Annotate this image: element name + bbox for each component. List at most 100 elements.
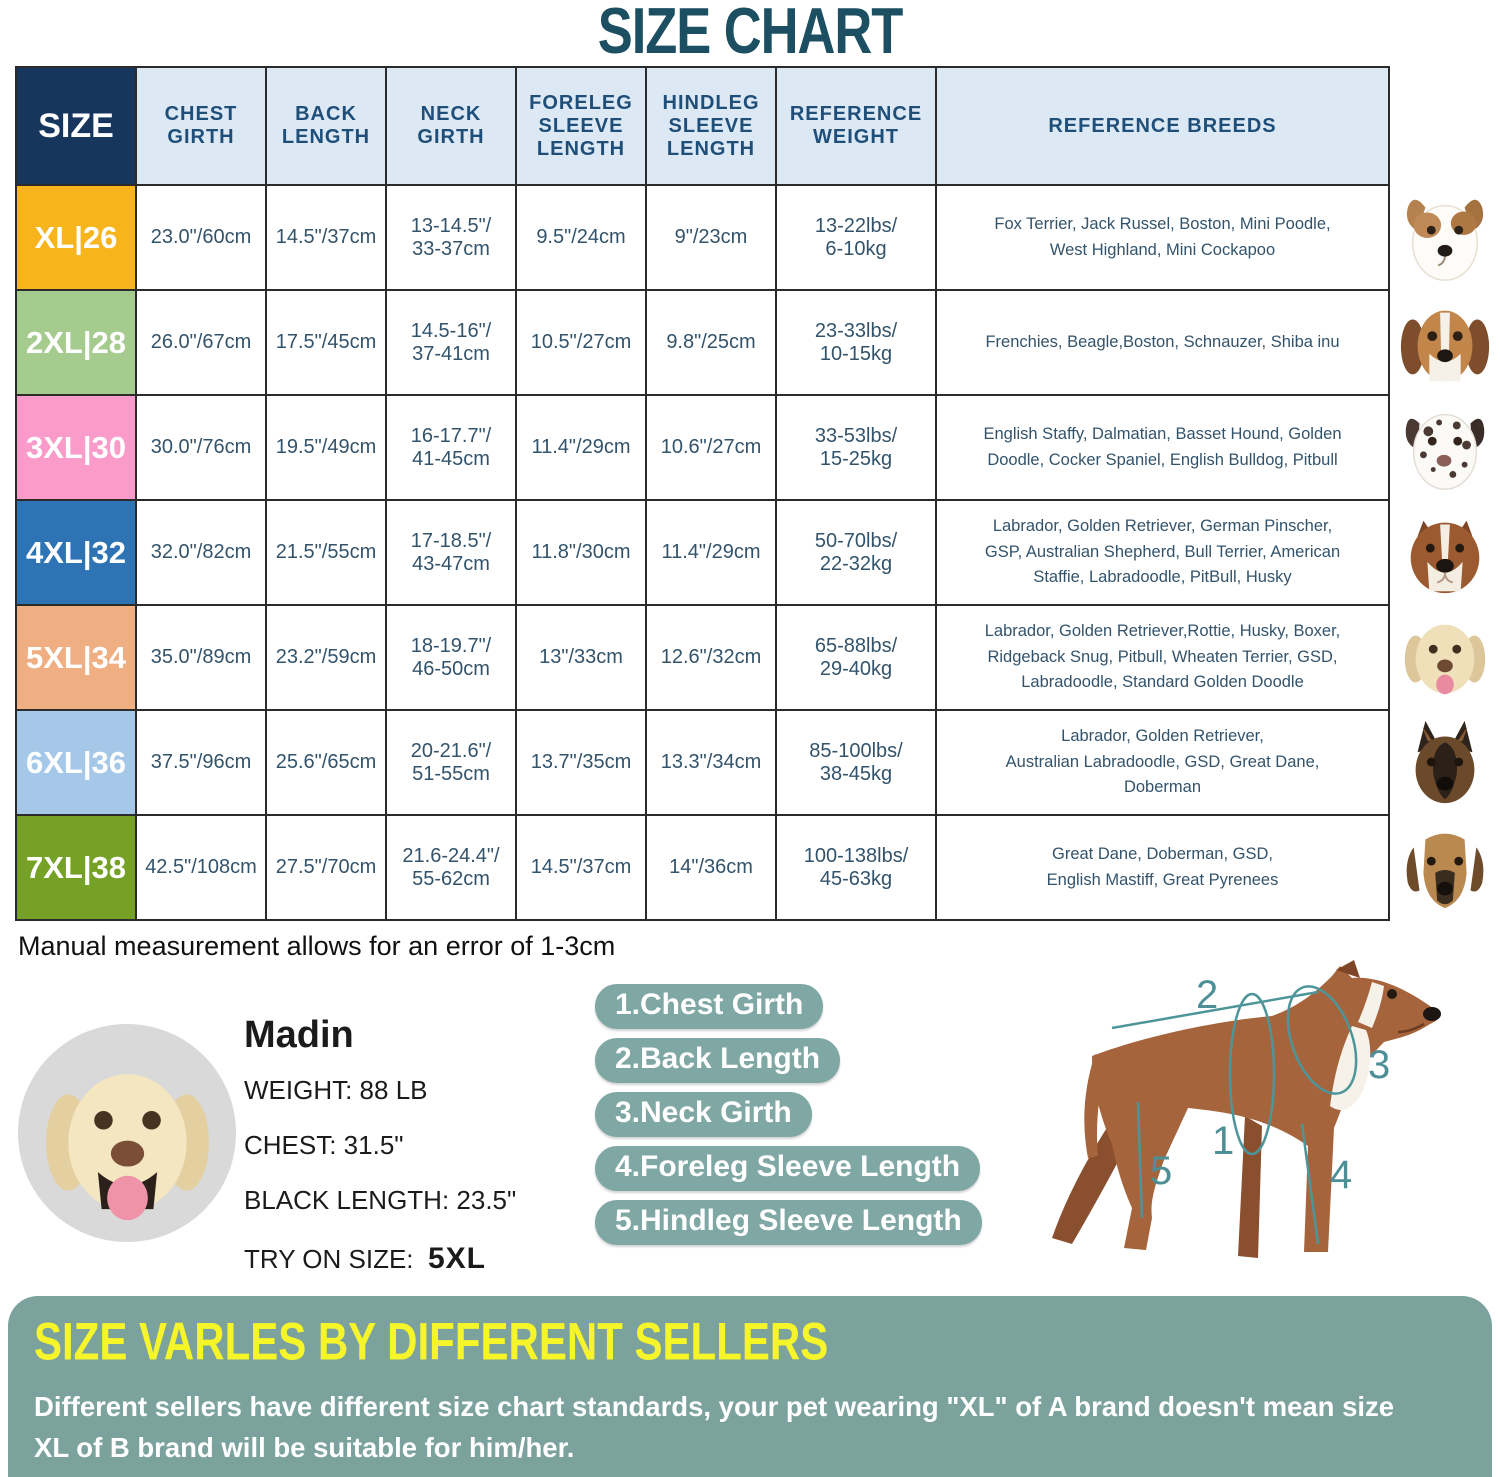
size-table-zone: SIZE CHEST GIRTH BACK LENGTH NECK GIRTH …	[15, 66, 1500, 921]
size-label: XL|26	[15, 184, 137, 291]
back-length-value: 19.5"/49cm	[265, 394, 387, 501]
hindleg-sleeve-value: 9"/23cm	[645, 184, 777, 291]
reference-breeds-value: Labrador, Golden Retriever,Rottie, Husky…	[935, 604, 1390, 711]
hindleg-sleeve-value: 13.3"/34cm	[645, 709, 777, 816]
hindleg-sleeve-value: 11.4"/29cm	[645, 499, 777, 606]
chest-girth-value: 37.5"/96cm	[135, 709, 267, 816]
header-foreleg-sleeve: FORELEG SLEEVE LENGTH	[515, 66, 647, 186]
neck-girth-value: 20-21.6"/ 51-55cm	[385, 709, 517, 816]
neck-girth-value: 18-19.7"/ 46-50cm	[385, 604, 517, 711]
table-row: 4XL|32 32.0"/82cm 21.5"/55cm 17-18.5"/ 4…	[15, 499, 1390, 606]
example-dog-name: Madin	[244, 1014, 354, 1056]
example-dog-info: Madin WEIGHT: 88 LB CHEST: 31.5" BLACK L…	[244, 1014, 584, 1302]
foreleg-sleeve-value: 14.5"/37cm	[515, 814, 647, 921]
dog-photo-labrador	[1390, 604, 1500, 709]
legend-chest-girth: 1.Chest Girth	[595, 984, 824, 1029]
reference-weight-value: 13-22lbs/ 6-10kg	[775, 184, 937, 291]
diagram-label-neck: 3	[1368, 1043, 1390, 1087]
size-label: 5XL|34	[15, 604, 137, 711]
back-length-value: 27.5"/70cm	[265, 814, 387, 921]
reference-weight-value: 85-100lbs/ 38-45kg	[775, 709, 937, 816]
hindleg-sleeve-value: 9.8"/25cm	[645, 289, 777, 396]
measure-guide-section: Madin WEIGHT: 88 LB CHEST: 31.5" BLACK L…	[0, 960, 1500, 1292]
reference-breeds-value: Frenchies, Beagle,Boston, Schnauzer, Shi…	[935, 289, 1390, 396]
reference-weight-value: 33-53lbs/ 15-25kg	[775, 394, 937, 501]
table-header-row: SIZE CHEST GIRTH BACK LENGTH NECK GIRTH …	[15, 66, 1390, 186]
hindleg-sleeve-value: 14"/36cm	[645, 814, 777, 921]
dog-photo-pitbull	[1390, 499, 1500, 604]
back-length-value: 14.5"/37cm	[265, 184, 387, 291]
legend-back-length: 2.Back Length	[595, 1038, 841, 1083]
table-row: 5XL|34 35.0"/89cm 23.2"/59cm 18-19.7"/ 4…	[15, 604, 1390, 711]
breed-photo-column	[1390, 66, 1500, 921]
neck-girth-value: 21.6-24.4"/ 55-62cm	[385, 814, 517, 921]
chest-girth-value: 42.5"/108cm	[135, 814, 267, 921]
diagram-label-back: 2	[1196, 973, 1218, 1017]
reference-weight-value: 23-33lbs/ 10-15kg	[775, 289, 937, 396]
header-reference-weight: REFERENCE WEIGHT	[775, 66, 937, 186]
diagram-label-hindleg: 5	[1150, 1149, 1172, 1193]
example-chest: CHEST: 31.5"	[244, 1130, 404, 1160]
size-warning-panel: SIZE VARLES BY DIFFERENT SELLERS Differe…	[8, 1296, 1492, 1477]
foreleg-sleeve-value: 11.4"/29cm	[515, 394, 647, 501]
back-length-value: 23.2"/59cm	[265, 604, 387, 711]
header-back-length: BACK LENGTH	[265, 66, 387, 186]
size-label: 6XL|36	[15, 709, 137, 816]
table-row: 6XL|36 37.5"/96cm 25.6"/65cm 20-21.6"/ 5…	[15, 709, 1390, 816]
dog-photo-great-dane	[1390, 814, 1500, 919]
chest-girth-value: 35.0"/89cm	[135, 604, 267, 711]
reference-weight-value: 65-88lbs/ 29-40kg	[775, 604, 937, 711]
back-length-value: 25.6"/65cm	[265, 709, 387, 816]
hindleg-sleeve-value: 10.6"/27cm	[645, 394, 777, 501]
foreleg-sleeve-value: 9.5"/24cm	[515, 184, 647, 291]
header-size: SIZE	[15, 66, 137, 186]
legend-neck-girth: 3.Neck Girth	[595, 1092, 812, 1137]
chest-girth-value: 30.0"/76cm	[135, 394, 267, 501]
neck-girth-value: 16-17.7"/ 41-45cm	[385, 394, 517, 501]
labrador-avatar-icon	[45, 1073, 209, 1220]
size-label: 4XL|32	[15, 499, 137, 606]
dog-photo-german-shepherd	[1390, 709, 1500, 814]
example-dog-avatar	[18, 1024, 236, 1242]
size-table: SIZE CHEST GIRTH BACK LENGTH NECK GIRTH …	[15, 66, 1390, 921]
foreleg-sleeve-value: 10.5"/27cm	[515, 289, 647, 396]
back-length-value: 21.5"/55cm	[265, 499, 387, 606]
reference-weight-value: 100-138lbs/ 45-63kg	[775, 814, 937, 921]
header-chest-girth: CHEST GIRTH	[135, 66, 267, 186]
size-warning-heading: SIZE VARLES BY DIFFERENT SELLERS	[34, 1312, 829, 1371]
page-title: SIZE CHART	[597, 0, 904, 68]
example-weight: WEIGHT: 88 LB	[244, 1075, 428, 1105]
size-warning-text: Different sellers have different size ch…	[34, 1386, 1466, 1477]
foreleg-sleeve-value: 13.7"/35cm	[515, 709, 647, 816]
reference-breeds-value: Labrador, Golden Retriever, German Pinsc…	[935, 499, 1390, 606]
neck-girth-value: 14.5-16"/ 37-41cm	[385, 289, 517, 396]
example-try-on-size: TRY ON SIZE: 5XL	[244, 1242, 487, 1275]
size-label: 3XL|30	[15, 394, 137, 501]
dog-photo-dalmatian	[1390, 394, 1500, 499]
header-neck-girth: NECK GIRTH	[385, 66, 517, 186]
measure-highlight: MEASURE	[755, 1474, 893, 1477]
measurement-legend: 1.Chest Girth 2.Back Length 3.Neck Girth…	[595, 984, 982, 1245]
size-label: 7XL|38	[15, 814, 137, 921]
dog-photo-jack-russell	[1390, 184, 1500, 289]
legend-foreleg-sleeve: 4.Foreleg Sleeve Length	[595, 1146, 981, 1191]
example-back-length: BLACK LENGTH: 23.5"	[244, 1185, 517, 1215]
chest-girth-value: 26.0"/67cm	[135, 289, 267, 396]
table-row: XL|26 23.0"/60cm 14.5"/37cm 13-14.5"/ 33…	[15, 184, 1390, 291]
reference-breeds-value: Labrador, Golden Retriever, Australian L…	[935, 709, 1390, 816]
foreleg-sleeve-value: 13"/33cm	[515, 604, 647, 711]
try-on-size-value: 5XL	[427, 1242, 487, 1275]
table-row: 7XL|38 42.5"/108cm 27.5"/70cm 21.6-24.4"…	[15, 814, 1390, 921]
back-length-value: 17.5"/45cm	[265, 289, 387, 396]
table-row: 2XL|28 26.0"/67cm 17.5"/45cm 14.5-16"/ 3…	[15, 289, 1390, 396]
chest-girth-value: 23.0"/60cm	[135, 184, 267, 291]
reference-breeds-value: Great Dane, Doberman, GSD, English Masti…	[935, 814, 1390, 921]
diagram-label-foreleg: 4	[1330, 1153, 1352, 1197]
neck-girth-value: 17-18.5"/ 43-47cm	[385, 499, 517, 606]
header-hindleg-sleeve: HINDLEG SLEEVE LENGTH	[645, 66, 777, 186]
size-label: 2XL|28	[15, 289, 137, 396]
measurement-note: Manual measurement allows for an error o…	[18, 931, 616, 961]
reference-breeds-value: English Staffy, Dalmatian, Basset Hound,…	[935, 394, 1390, 501]
table-row: 3XL|30 30.0"/76cm 19.5"/49cm 16-17.7"/ 4…	[15, 394, 1390, 501]
